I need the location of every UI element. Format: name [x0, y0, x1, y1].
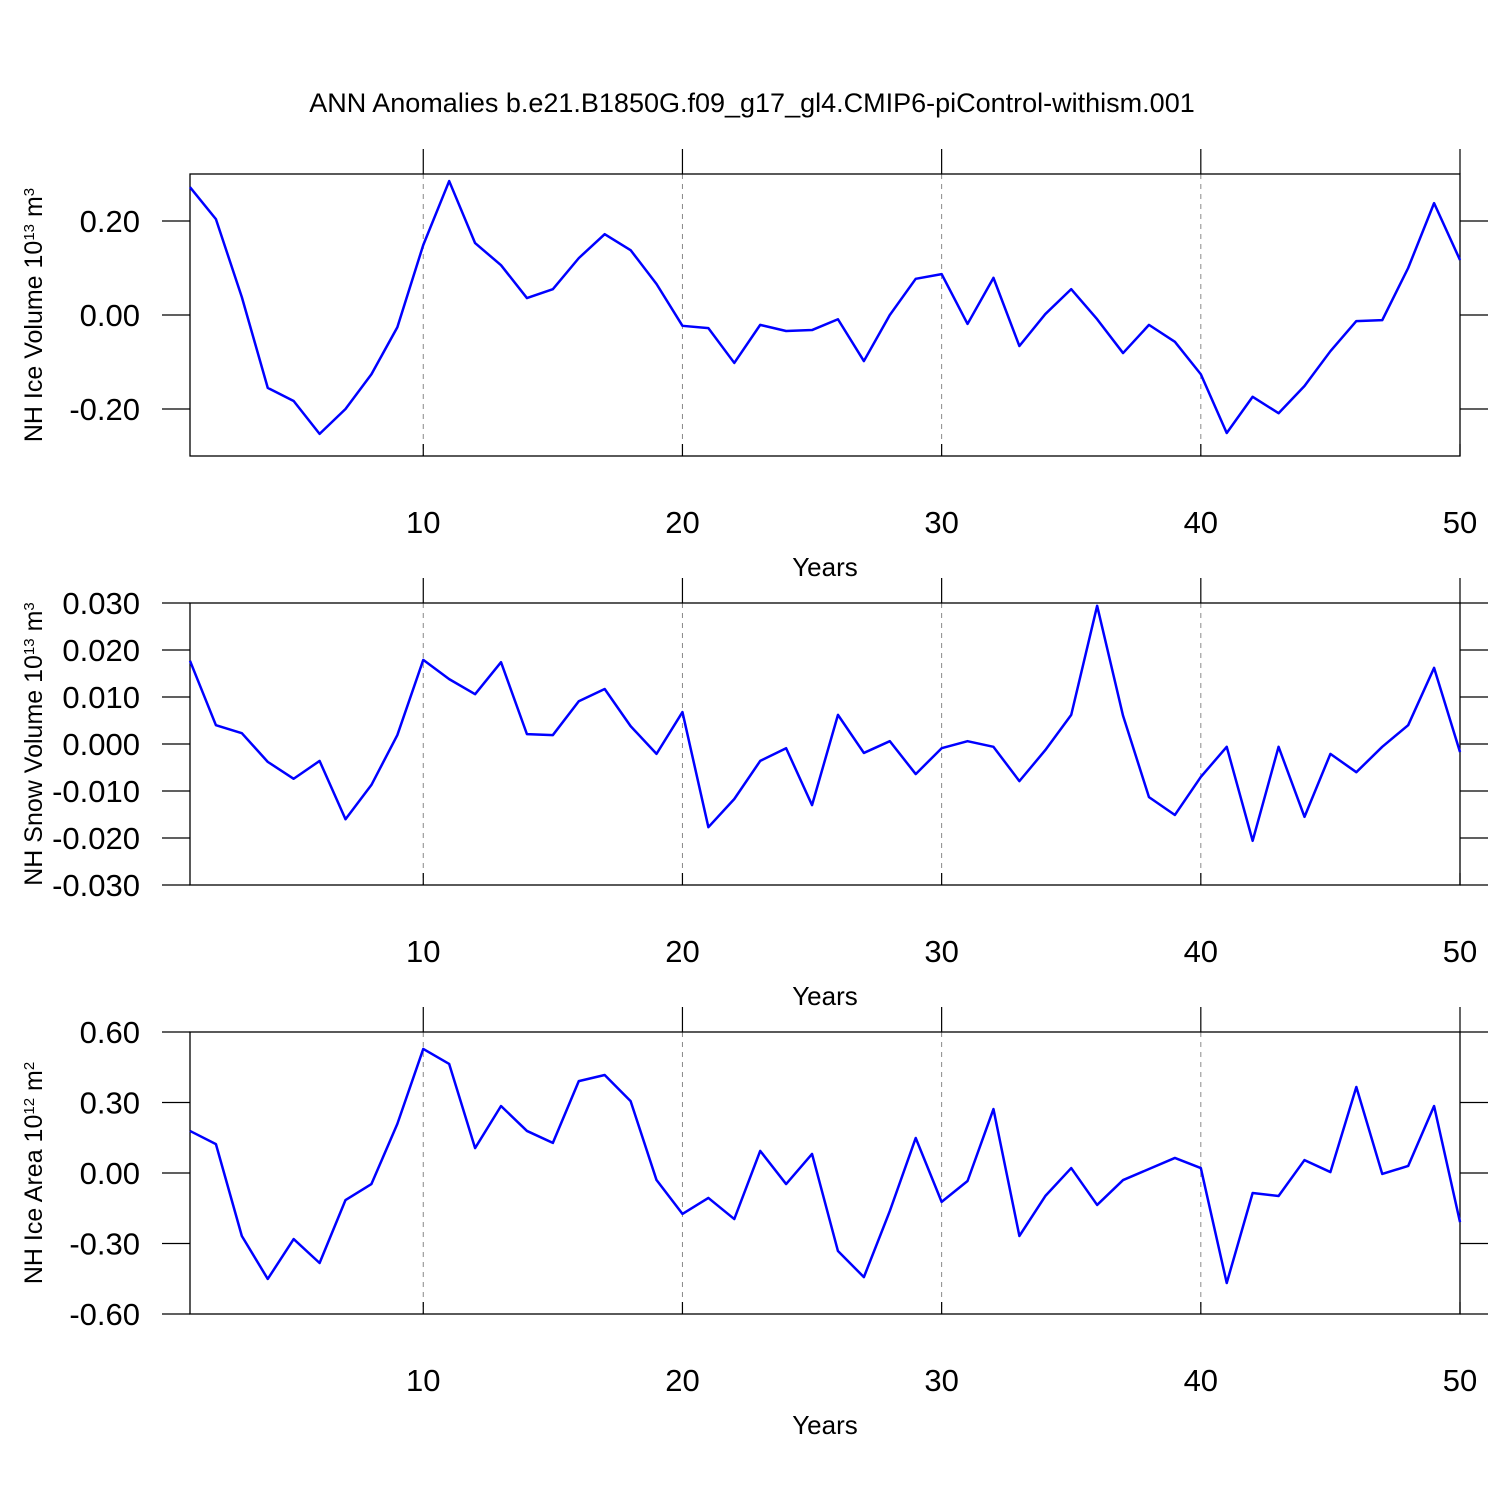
y-tick-label: 0.30	[80, 1086, 140, 1121]
x-tick-label: 20	[665, 934, 699, 969]
x-tick-label: 20	[665, 1363, 699, 1398]
y-axis-label-part: m	[20, 1070, 48, 1098]
data-line	[189, 179, 1462, 436]
y-axis-label-part: m	[20, 196, 48, 224]
y-tick-label: -0.60	[69, 1297, 140, 1332]
plot-frame	[189, 602, 1461, 886]
figure-title: ANN Anomalies b.e21.B1850G.f09_g17_gl4.C…	[309, 88, 1194, 118]
x-tick-label: 40	[1184, 505, 1218, 540]
y-axis-label-part: NH Snow Volume 10	[20, 655, 48, 886]
x-tick-label: 50	[1443, 934, 1477, 969]
y-tick-label: 0.60	[80, 1015, 140, 1050]
y-tick-label: 0.010	[62, 680, 140, 715]
y-tick-label: 0.030	[62, 586, 140, 621]
data-line	[188, 604, 1462, 843]
x-axis-label: Years	[792, 552, 858, 582]
y-axis-label-part: 12	[21, 1098, 38, 1115]
x-tick-label: 40	[1184, 934, 1218, 969]
y-axis-label-part: 13	[21, 224, 38, 241]
plot-frame	[189, 1031, 1461, 1315]
y-axis-label: NH Snow Volume 1013 m3	[20, 602, 48, 886]
x-tick-label: 40	[1184, 1363, 1218, 1398]
y-axis-label-part: 13	[21, 638, 38, 655]
panel: 10 20 30 40 50 Years -0.20 0.00 0.20 NH Ice Volum…	[20, 149, 1488, 582]
x-tick-label: 50	[1443, 505, 1477, 540]
y-axis-label-part: NH Ice Area 10	[20, 1115, 48, 1285]
x-tick-label: 10	[406, 505, 440, 540]
y-axis-label: NH Ice Volume 1013 m3	[20, 188, 48, 442]
y-tick-label: -0.020	[52, 821, 140, 856]
y-tick-label: 0.20	[80, 204, 140, 239]
x-tick-label: 30	[924, 1363, 958, 1398]
x-axis-label: Years	[792, 1410, 858, 1440]
x-tick-label: 10	[406, 1363, 440, 1398]
panel: 10 20 30 40 50 Years -0.60 -0.30 0.00 0.30 0.60 NH …	[20, 1007, 1488, 1440]
y-tick-label: 0.00	[80, 298, 140, 333]
y-axis-label: NH Ice Area 1012 m2	[20, 1062, 48, 1284]
y-tick-label: -0.20	[69, 392, 140, 427]
x-tick-label: 50	[1443, 1363, 1477, 1398]
x-tick-label: 30	[924, 934, 958, 969]
y-tick-label: 0.000	[62, 727, 140, 762]
x-axis-label: Years	[792, 981, 858, 1011]
y-axis-label-part: NH Ice Volume 10	[20, 241, 48, 443]
data-line	[189, 1047, 1462, 1285]
y-tick-label: -0.30	[69, 1227, 140, 1262]
y-tick-label: -0.010	[52, 774, 140, 809]
y-axis-label-part: m	[20, 611, 48, 639]
y-tick-label: 0.020	[62, 633, 140, 668]
x-tick-label: 10	[406, 934, 440, 969]
y-axis-label-part: 3	[21, 188, 38, 196]
x-tick-label: 30	[924, 505, 958, 540]
y-axis-label-part: 3	[21, 602, 38, 610]
plot-frame	[189, 173, 1461, 457]
x-tick-label: 20	[665, 505, 699, 540]
y-axis-label-part: 2	[21, 1062, 38, 1070]
y-tick-label: 0.00	[80, 1156, 140, 1191]
y-tick-label: -0.030	[52, 868, 140, 903]
panel: 10 20 30 40 50 Years -0.030 -0.020 -0.010 0.000 0.…	[20, 578, 1488, 1011]
